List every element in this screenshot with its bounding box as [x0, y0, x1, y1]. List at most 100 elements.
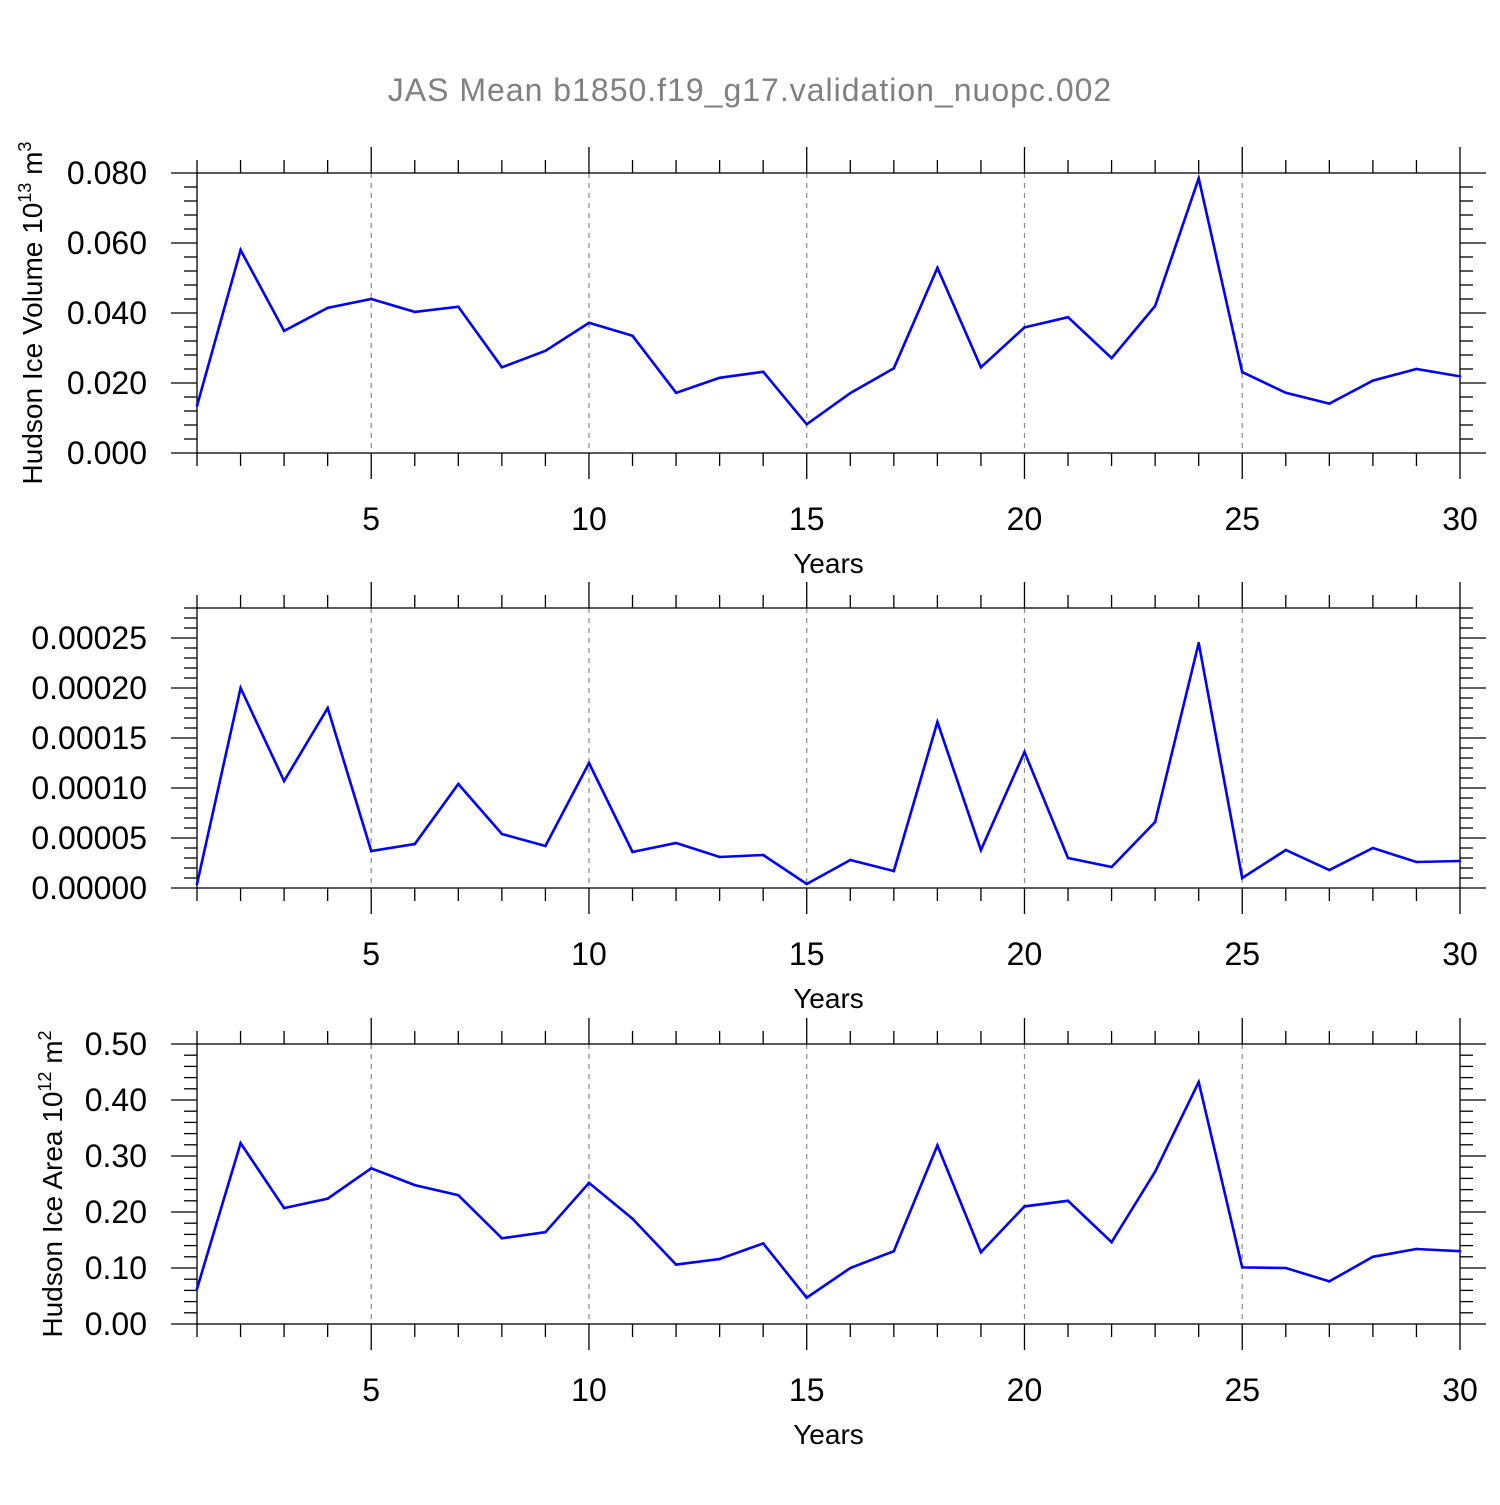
data-point — [631, 1217, 634, 1221]
y-tick-label: 0.080 — [67, 155, 147, 191]
x-axis-title: Years — [793, 548, 864, 579]
data-point — [239, 248, 242, 252]
data-point — [1240, 370, 1244, 374]
data-point — [413, 1183, 417, 1187]
x-axis-title: Years — [793, 1419, 864, 1450]
x-axis-title: Years — [793, 983, 864, 1014]
data-point — [1415, 860, 1418, 864]
data-point — [805, 1296, 809, 1299]
data-point — [500, 1237, 504, 1240]
chart-panel-2: 0.00000 0.00005 0.00010 0.00015 0.00020 0.000… — [0, 560, 1486, 1014]
x-tick-label: 20 — [1007, 936, 1043, 972]
x-tick-label: 30 — [1442, 1372, 1478, 1408]
data-point — [1284, 1266, 1288, 1270]
y-tick-label: 0.00005 — [31, 820, 147, 856]
x-tick-label: 15 — [789, 1372, 825, 1408]
data-point — [326, 706, 329, 710]
y-tick-label: 0.00025 — [31, 620, 147, 656]
y-axis-title: Hudson Snow Volume 1013 m3 — [0, 560, 2, 936]
plot-frame — [196, 607, 1461, 889]
x-tick-label: 5 — [362, 1372, 380, 1408]
series-line — [195, 1078, 1461, 1300]
data-point — [979, 848, 983, 852]
data-point — [1328, 402, 1331, 405]
x-tick-label: 10 — [571, 501, 607, 537]
plot-frame — [196, 1043, 1461, 1325]
y-axis-title: Hudson Ice Volume 1013 m3 — [15, 142, 48, 485]
x-tick-label: 5 — [362, 501, 380, 537]
data-point — [674, 1263, 678, 1266]
data-point — [544, 844, 547, 848]
data-point — [892, 1249, 896, 1253]
y-tick-label: 0.020 — [67, 365, 147, 401]
data-point — [892, 367, 896, 370]
data-point — [1153, 820, 1157, 824]
data-point — [761, 370, 765, 374]
y-tick-label: 0.040 — [67, 295, 147, 331]
data-point — [1153, 1170, 1157, 1173]
x-tick-label: 20 — [1007, 501, 1043, 537]
data-point — [936, 720, 939, 724]
data-point — [1197, 641, 1200, 645]
y-tick-label: 0.060 — [67, 225, 147, 261]
data-point — [457, 305, 460, 309]
data-point — [1284, 391, 1288, 395]
data-point — [1458, 375, 1462, 378]
data-point — [631, 850, 634, 854]
data-point — [282, 329, 286, 333]
data-point — [1110, 1240, 1113, 1244]
data-point — [1240, 876, 1244, 880]
data-point — [587, 761, 591, 765]
data-point — [413, 842, 417, 846]
data-point — [544, 1230, 547, 1234]
data-point — [457, 1193, 460, 1197]
x-tick-label: 30 — [1442, 501, 1478, 537]
y-tick-label: 0.40 — [85, 1082, 147, 1118]
x-tick-label: 10 — [571, 936, 607, 972]
data-point — [718, 376, 721, 380]
x-tick-label: 25 — [1224, 501, 1260, 537]
data-point — [1197, 1080, 1200, 1084]
y-tick-label: 0.20 — [85, 1194, 147, 1230]
data-point — [500, 832, 504, 836]
y-tick-label: 0.00000 — [31, 870, 147, 906]
data-point — [544, 349, 547, 353]
data-point — [1328, 868, 1331, 872]
plot-frame — [196, 172, 1461, 454]
x-tick-label: 15 — [789, 501, 825, 537]
data-point — [1458, 859, 1462, 863]
x-tick-label: 25 — [1224, 1372, 1260, 1408]
data-point — [369, 849, 373, 853]
x-tick-label: 10 — [571, 1372, 607, 1408]
data-point — [457, 782, 460, 786]
series-line — [195, 642, 1461, 886]
data-point — [979, 1251, 983, 1254]
data-point — [979, 365, 983, 369]
y-tick-label: 0.000 — [67, 435, 147, 471]
y-tick-label: 0.00010 — [31, 770, 147, 806]
data-point — [326, 306, 329, 310]
data-point — [326, 1197, 329, 1200]
data-point — [282, 1206, 286, 1210]
data-point — [718, 855, 721, 859]
data-point — [1110, 865, 1113, 869]
data-point — [195, 882, 199, 886]
data-point — [1284, 848, 1288, 852]
data-point — [369, 297, 373, 301]
data-point — [936, 1144, 939, 1147]
data-point — [1415, 367, 1418, 371]
series-line — [195, 173, 1461, 427]
data-point — [1153, 304, 1157, 308]
data-point — [239, 1141, 242, 1145]
data-point — [587, 1181, 591, 1185]
data-point — [936, 266, 939, 270]
data-point — [718, 1257, 721, 1261]
x-tick-label: 25 — [1224, 936, 1260, 972]
data-point — [1066, 856, 1070, 860]
data-point — [1066, 1199, 1070, 1203]
data-point — [848, 858, 852, 862]
y-tick-label: 0.00015 — [31, 720, 147, 756]
data-point — [848, 391, 852, 395]
data-point — [1371, 1255, 1375, 1259]
